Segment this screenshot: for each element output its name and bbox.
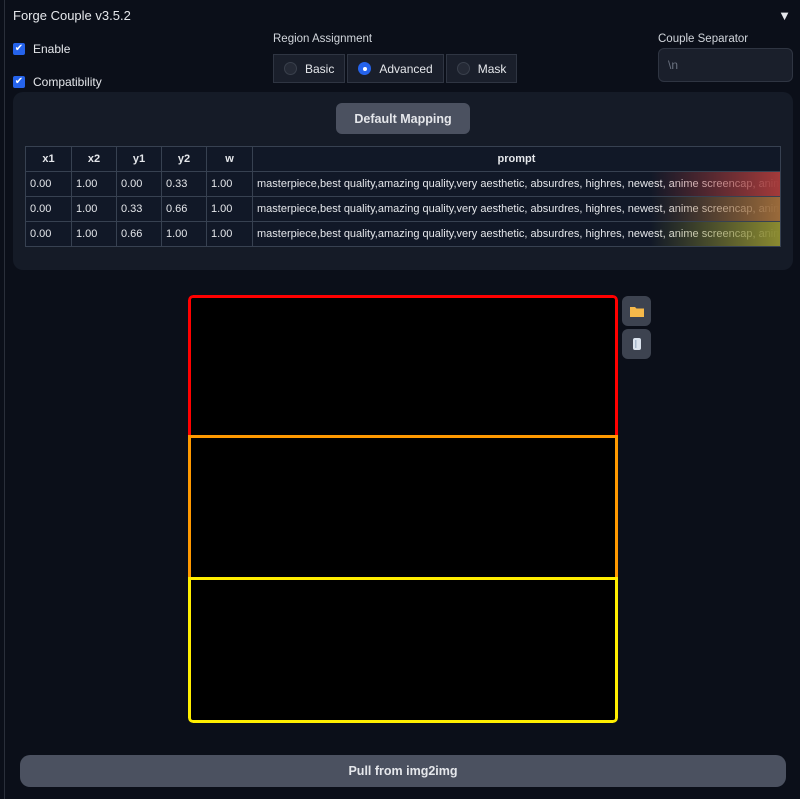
region-canvas[interactable] <box>188 295 618 723</box>
cell-w[interactable]: 1.00 <box>206 221 253 247</box>
cell-y2[interactable]: 1.00 <box>161 221 207 247</box>
radio-selected-icon <box>358 62 372 75</box>
accordion-frame <box>4 0 800 799</box>
radio-mask[interactable]: Mask <box>445 54 518 83</box>
accordion-title[interactable]: Forge Couple v3.5.2 <box>13 8 131 23</box>
column-header-y2[interactable]: y2 <box>161 146 207 172</box>
cell-w[interactable]: 1.00 <box>206 171 253 197</box>
check-icon: ✔ <box>13 76 25 88</box>
cell-w[interactable]: 1.00 <box>206 196 253 222</box>
compatibility-label: Compatibility <box>33 75 102 89</box>
couple-separator-input[interactable]: \n <box>658 48 793 82</box>
clear-button[interactable] <box>622 329 651 359</box>
cell-y2[interactable]: 0.33 <box>161 171 207 197</box>
region-assignment-radio-group: Basic Advanced Mask <box>273 54 518 83</box>
enable-checkbox[interactable]: ✔ Enable <box>13 42 70 56</box>
column-header-prompt[interactable]: prompt <box>252 146 781 172</box>
check-icon: ✔ <box>13 43 25 55</box>
region-1[interactable] <box>188 295 618 438</box>
region-assignment-label: Region Assignment <box>273 33 373 45</box>
radio-icon <box>456 62 470 75</box>
column-header-y1[interactable]: y1 <box>116 146 162 172</box>
cell-prompt[interactable]: masterpiece,best quality,amazing quality… <box>252 221 781 247</box>
folder-icon <box>629 307 644 317</box>
load-button[interactable] <box>622 296 651 326</box>
column-header-x2[interactable]: x2 <box>71 146 117 172</box>
region-3[interactable] <box>188 577 618 723</box>
cell-y1[interactable]: 0.66 <box>116 221 162 247</box>
cell-x2[interactable]: 1.00 <box>71 196 117 222</box>
cell-x1[interactable]: 0.00 <box>25 221 72 247</box>
compatibility-checkbox[interactable]: ✔ Compatibility <box>13 75 102 89</box>
cell-prompt[interactable]: masterpiece,best quality,amazing quality… <box>252 171 781 197</box>
cell-x1[interactable]: 0.00 <box>25 171 72 197</box>
radio-advanced[interactable]: Advanced <box>347 54 444 83</box>
column-header-w[interactable]: w <box>206 146 253 172</box>
table-row[interactable]: 0.00 1.00 0.66 1.00 1.00 masterpiece,best qua… <box>25 221 781 247</box>
cell-prompt[interactable]: masterpiece,best quality,amazing quality… <box>252 196 781 222</box>
cell-x2[interactable]: 1.00 <box>71 171 117 197</box>
triangle-down-icon[interactable]: ▼ <box>778 8 791 23</box>
radio-label: Basic <box>305 61 335 76</box>
radio-basic[interactable]: Basic <box>273 54 346 83</box>
table-row[interactable]: 0.00 1.00 0.33 0.66 1.00 masterpiece,best qua… <box>25 196 781 222</box>
mapping-table: x1 x2 y1 y2 w prompt 0.00 1.00 0.00 0.33 1.00 maste… <box>25 146 781 247</box>
cell-y1[interactable]: 0.00 <box>116 171 162 197</box>
radio-label: Mask <box>477 61 507 76</box>
enable-label: Enable <box>33 42 71 56</box>
couple-separator-label: Couple Separator <box>658 33 749 45</box>
cell-x1[interactable]: 0.00 <box>25 196 72 222</box>
table-row[interactable]: 0.00 1.00 0.00 0.33 1.00 masterpiece,best qua… <box>25 171 781 197</box>
radio-icon <box>284 62 297 75</box>
cell-y1[interactable]: 0.33 <box>116 196 162 222</box>
pull-from-img2img-button[interactable]: Pull from img2img <box>20 755 786 787</box>
mapping-panel: Default Mapping x1 x2 y1 y2 w prompt 0.00 1.00 0… <box>13 92 793 270</box>
column-header-x1[interactable]: x1 <box>25 146 72 172</box>
radio-label: Advanced <box>379 61 433 76</box>
cell-y2[interactable]: 0.66 <box>161 196 207 222</box>
cell-x2[interactable]: 1.00 <box>71 221 117 247</box>
default-mapping-button[interactable]: Default Mapping <box>336 103 470 134</box>
region-2[interactable] <box>188 435 618 580</box>
trash-icon <box>632 338 641 350</box>
